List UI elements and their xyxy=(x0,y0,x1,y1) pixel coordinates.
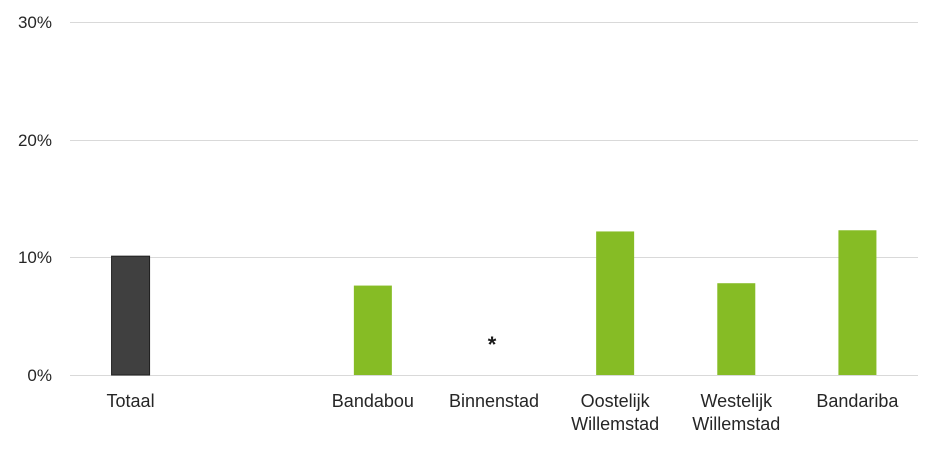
x-category-label: Bandariba xyxy=(816,391,899,411)
y-tick-label: 10% xyxy=(17,247,52,267)
bar-bandariba xyxy=(838,230,877,375)
x-category-label: Oostelijk Willemstad xyxy=(571,391,660,434)
x-category-label: Totaal xyxy=(106,391,155,411)
bars xyxy=(111,230,877,376)
x-category-label: Binnenstad xyxy=(448,391,540,411)
x-category-label: Westelijk Willemstad xyxy=(692,391,781,434)
bar-totaal xyxy=(111,255,151,376)
bar-oostelijk-willemstad xyxy=(596,231,635,375)
x-category-label: Bandabou xyxy=(331,391,414,411)
y-tick-label: 0% xyxy=(27,365,52,385)
bar-bandabou xyxy=(353,285,392,375)
bar-westelijk-willemstad xyxy=(717,283,756,375)
asterisk-marker: * xyxy=(487,332,497,357)
y-tick-label: 20% xyxy=(17,130,52,150)
y-tick-label: 30% xyxy=(17,12,52,32)
gridlines xyxy=(70,22,918,376)
